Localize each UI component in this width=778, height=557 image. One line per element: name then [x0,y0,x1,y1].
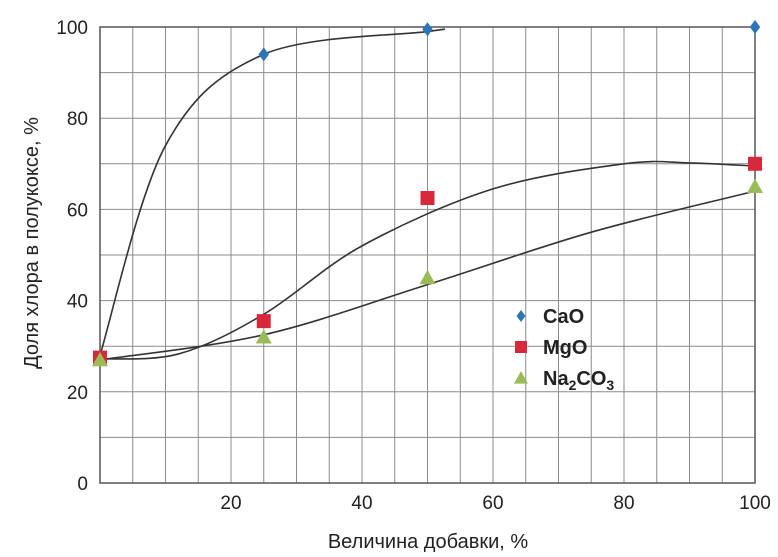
data-point-cao [749,20,761,34]
trend-line-na2co3 [99,190,756,361]
legend-marker-cao [516,310,526,322]
x-tick-label: 80 [613,493,634,514]
legend-marker-na2co3 [514,371,528,384]
x-axis-title: Величина добавки, % [328,531,529,553]
tick-labels: 20 40 60 80 100 0 20 40 60 80 100 [56,18,771,514]
y-tick-label: 100 [56,18,88,39]
data-point-cao [258,47,269,62]
x-tick-label: 60 [482,493,503,514]
y-axis-title: Доля хлора в полукоксе, % [21,117,43,369]
grid-minor [99,26,756,484]
y-tick-label: 20 [67,383,88,404]
data-point-na2co3 [747,178,763,193]
legend-marker-mgo [515,341,527,353]
legend-label-mgo: MgO [543,337,587,359]
data-point-mgo [256,314,271,329]
x-tick-label: 20 [220,493,241,514]
y-tick-label: 0 [77,474,88,495]
data-point-na2co3 [255,329,272,344]
y-tick-label: 60 [67,200,88,221]
legend-label-cao: CaO [543,306,584,328]
data-point-cao [422,22,433,37]
legend: CaO MgO Na2CO3 [514,306,614,393]
trend-line-cao [99,28,446,356]
trend-line-mgo [99,160,756,360]
data-point-mgo [748,156,762,171]
data-markers [92,20,763,367]
y-tick-label: 80 [67,109,88,130]
data-point-na2co3 [419,269,436,285]
data-point-na2co3 [92,351,108,367]
data-point-mgo [420,191,435,205]
legend-label-na2co3: Na2CO3 [543,368,614,393]
y-tick-label: 40 [67,292,88,313]
x-tick-label: 40 [351,493,372,514]
x-tick-label: 100 [739,493,771,514]
